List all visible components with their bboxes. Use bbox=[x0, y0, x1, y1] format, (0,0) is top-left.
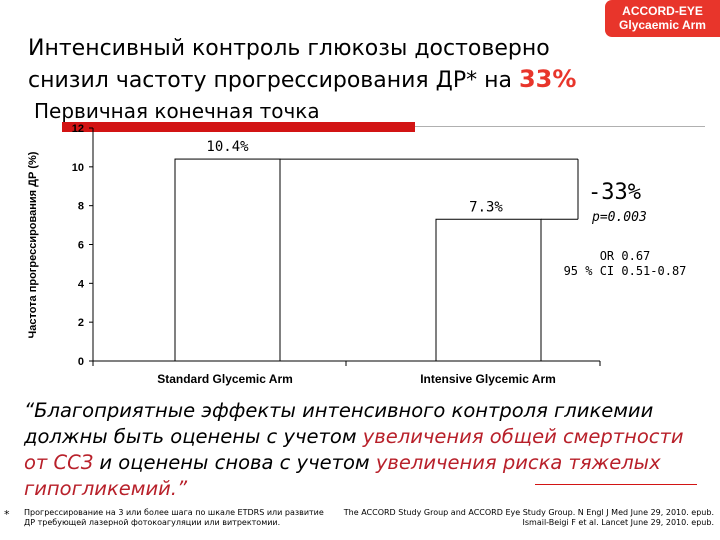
bar-1 bbox=[174, 158, 281, 362]
quote-part3: и оценены снова с учетом bbox=[93, 451, 376, 474]
subtitle: Первичная конечная точка bbox=[34, 99, 320, 123]
data-label-2: 7.3% bbox=[469, 199, 503, 215]
x-axis-labels: Standard Glycemic Arm Intensive Glycemic … bbox=[157, 372, 556, 386]
x-category-label: Intensive Glycemic Arm bbox=[420, 372, 556, 386]
y-tick-label: 10 bbox=[72, 162, 84, 174]
quote-part4: увеличения риска тяжелых гипогликемий.” bbox=[24, 451, 661, 500]
y-tick-label: 8 bbox=[78, 201, 84, 213]
title-line2-text: снизил частоту прогрессирования ДР* на bbox=[28, 68, 519, 93]
y-axis-label: Частота прогрессирования ДР (%) bbox=[27, 151, 39, 338]
header-divider bbox=[415, 126, 705, 127]
odds-ratio-label: OR 0.67 bbox=[600, 249, 651, 263]
bar-2 bbox=[435, 218, 542, 362]
title-highlight: 33% bbox=[518, 65, 577, 93]
badge-line2: Glycaemic Arm bbox=[619, 18, 706, 32]
title-line2: снизил частоту прогрессирования ДР* на 3… bbox=[28, 64, 608, 96]
quote-part1: “Благоприятные эффекты интенсивного конт… bbox=[24, 399, 654, 448]
y-tick-label: 2 bbox=[78, 317, 84, 329]
bars-group: 10.4% 7.3% bbox=[174, 139, 542, 362]
slide-title: Интенсивный контроль глюкозы достоверно … bbox=[28, 34, 608, 96]
quote-text: “Благоприятные эффекты интенсивного конт… bbox=[24, 398, 704, 502]
red-accent-bar bbox=[62, 122, 415, 132]
quote-underline bbox=[535, 484, 697, 485]
footnote-star: * bbox=[4, 508, 10, 521]
y-axis-label-group: Частота прогрессирования ДР (%) bbox=[27, 151, 39, 338]
footnote-definition: Прогрессирование на 3 или более шага по … bbox=[24, 508, 324, 527]
data-label-1: 10.4% bbox=[206, 139, 249, 155]
y-tick-label: 4 bbox=[78, 278, 85, 290]
reduction-label: -33% bbox=[588, 180, 641, 205]
reference-2: Ismail-Beigi F et al. Lancet June 29, 20… bbox=[522, 518, 715, 527]
x-category-label: Standard Glycemic Arm bbox=[157, 372, 293, 386]
y-tick-label: 6 bbox=[78, 240, 84, 252]
quote-part2: увеличения общей смертности от ССЗ bbox=[24, 425, 684, 474]
confidence-interval-label: 95 % CI 0.51-0.87 bbox=[564, 264, 687, 278]
reference-1: The ACCORD Study Group and ACCORD Eye St… bbox=[343, 508, 714, 517]
footnote-references: The ACCORD Study Group and ACCORD Eye St… bbox=[290, 508, 714, 528]
y-axis-ticks: 0 2 4 6 8 10 12 bbox=[72, 123, 601, 368]
badge-line1: ACCORD-EYE bbox=[622, 4, 703, 18]
p-value-label: p=0.003 bbox=[591, 210, 647, 225]
y-tick-label: 12 bbox=[72, 123, 84, 135]
title-line1: Интенсивный контроль глюкозы достоверно bbox=[28, 36, 550, 61]
study-badge: ACCORD-EYE Glycaemic Arm bbox=[605, 0, 720, 37]
y-tick-label: 0 bbox=[78, 356, 84, 368]
